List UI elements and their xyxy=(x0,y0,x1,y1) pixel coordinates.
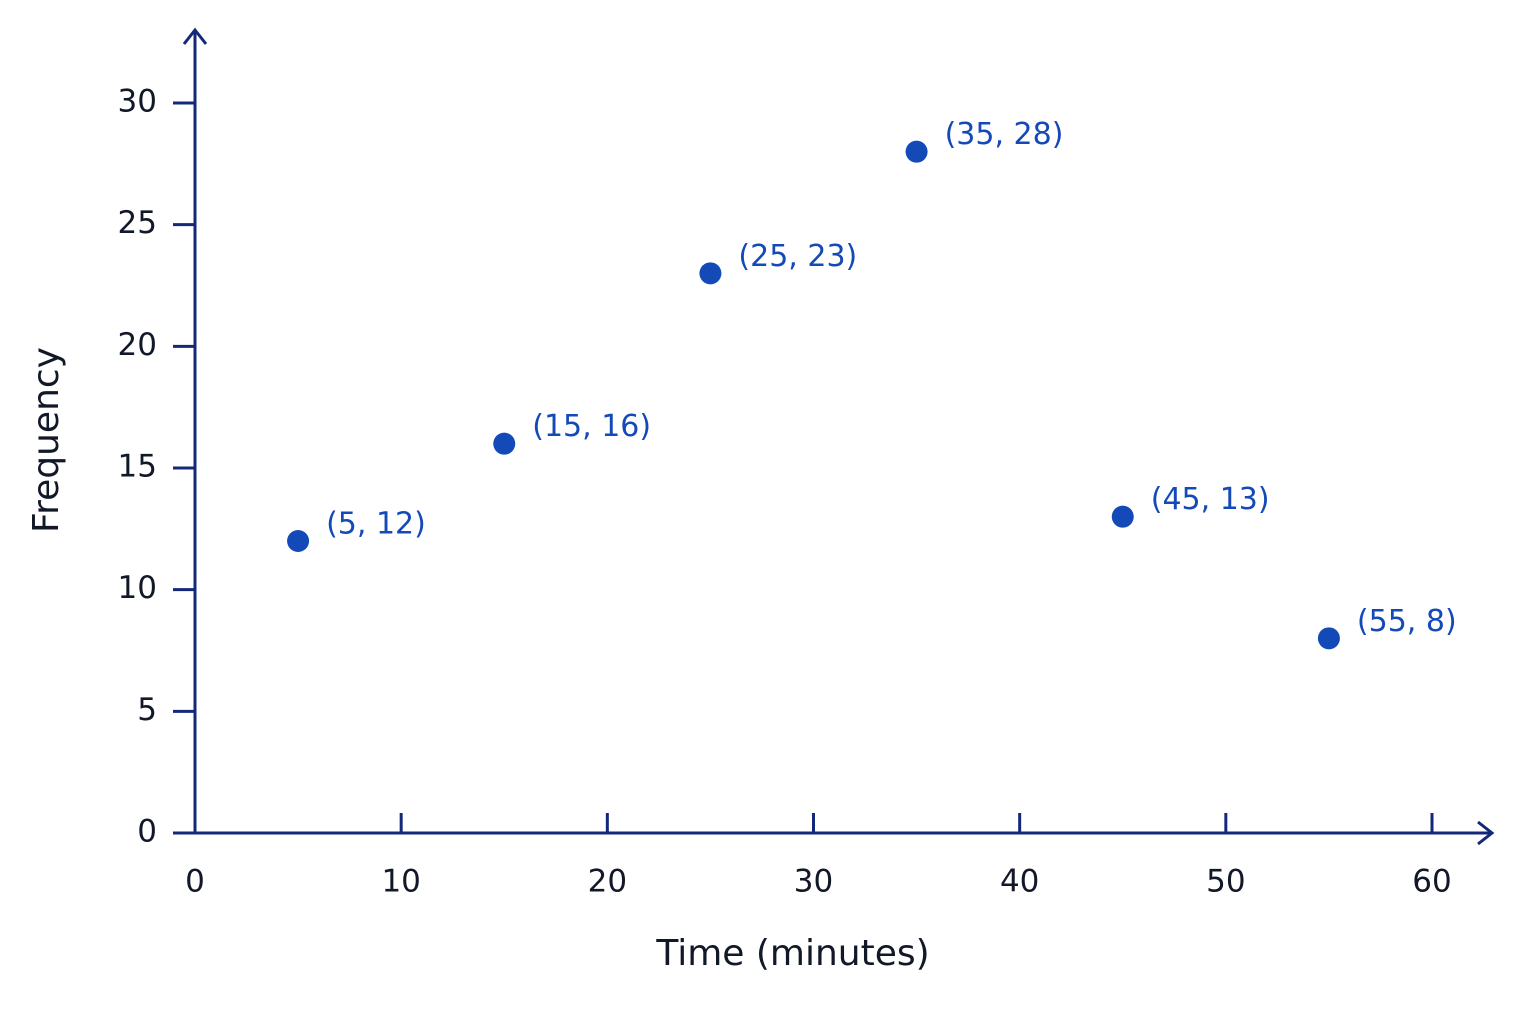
x-tick-label: 10 xyxy=(381,864,420,900)
y-tick-label: 5 xyxy=(137,692,157,728)
y-tick-label: 30 xyxy=(118,84,157,120)
y-tick-label: 20 xyxy=(118,327,157,363)
y-tick-label: 15 xyxy=(118,449,157,485)
point-label: (35, 28) xyxy=(945,117,1064,152)
x-tick-label: 20 xyxy=(588,864,627,900)
point-label: (25, 23) xyxy=(738,239,857,274)
x-tick-label: 40 xyxy=(1000,864,1039,900)
point xyxy=(699,262,722,285)
point xyxy=(1111,505,1134,528)
x-tick-label: 30 xyxy=(794,864,833,900)
x-axis-title: Time (minutes) xyxy=(655,933,929,974)
y-tick-label: 0 xyxy=(137,814,157,850)
point xyxy=(1317,627,1340,650)
x-axis-arrow xyxy=(1477,820,1495,846)
x-tick-label: 60 xyxy=(1412,864,1451,900)
point xyxy=(905,140,928,163)
point xyxy=(493,432,516,455)
y-tick-label: 10 xyxy=(118,570,157,606)
x-tick-label: 0 xyxy=(185,864,205,900)
point-label: (5, 12) xyxy=(326,507,426,542)
y-axis-arrow xyxy=(182,27,208,45)
y-tick-label: 25 xyxy=(118,205,157,241)
point xyxy=(287,530,310,552)
point-label: (55, 8) xyxy=(1357,604,1457,639)
y-axis-title: Frequency xyxy=(26,347,67,533)
point-label: (45, 13) xyxy=(1151,482,1270,517)
x-tick-label: 50 xyxy=(1206,864,1245,900)
point-label: (15, 16) xyxy=(532,409,651,444)
